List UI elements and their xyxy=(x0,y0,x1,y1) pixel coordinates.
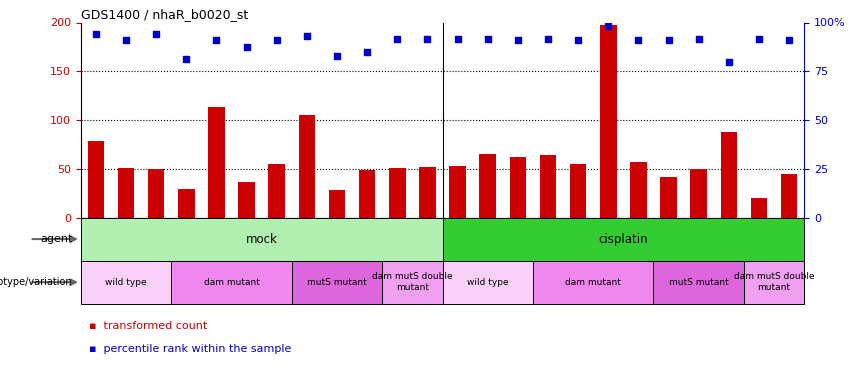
Bar xyxy=(328,190,346,217)
Bar xyxy=(600,26,617,218)
Bar xyxy=(389,168,406,217)
Bar xyxy=(449,166,465,218)
Point xyxy=(451,36,465,42)
Point xyxy=(692,36,705,42)
Bar xyxy=(292,261,382,304)
Bar xyxy=(268,164,285,218)
Text: ▪  transformed count: ▪ transformed count xyxy=(89,321,208,331)
Bar xyxy=(533,261,654,304)
Text: wild type: wild type xyxy=(106,278,147,286)
Text: GDS1400 / nhaR_b0020_st: GDS1400 / nhaR_b0020_st xyxy=(81,8,248,21)
Text: agent: agent xyxy=(40,234,72,244)
Bar xyxy=(299,115,315,218)
Bar xyxy=(81,261,171,304)
Bar xyxy=(88,141,104,218)
Text: ▪  percentile rank within the sample: ▪ percentile rank within the sample xyxy=(89,344,292,354)
Point xyxy=(722,58,735,64)
Point xyxy=(330,53,344,58)
Point xyxy=(391,36,404,42)
Bar xyxy=(178,189,195,217)
Point xyxy=(541,36,555,42)
Text: dam mutS double
mutant: dam mutS double mutant xyxy=(372,273,453,292)
Point xyxy=(481,36,494,42)
Text: mutS mutant: mutS mutant xyxy=(669,278,728,286)
Text: mutS mutant: mutS mutant xyxy=(307,278,367,286)
Bar xyxy=(208,107,225,218)
Bar xyxy=(654,261,744,304)
Text: dam mutant: dam mutant xyxy=(565,278,621,286)
Point xyxy=(209,37,223,43)
Text: genotype/variation: genotype/variation xyxy=(0,277,72,287)
Point xyxy=(300,33,314,39)
Point xyxy=(420,36,434,42)
Bar xyxy=(510,157,526,218)
Bar xyxy=(690,169,707,217)
Point xyxy=(150,31,163,37)
Bar xyxy=(420,167,436,218)
Point xyxy=(270,37,283,43)
Point xyxy=(511,37,525,43)
Bar xyxy=(630,162,647,218)
Bar xyxy=(781,174,797,217)
Bar xyxy=(570,164,586,218)
Bar xyxy=(721,132,737,218)
Text: dam mutS double
mutant: dam mutS double mutant xyxy=(734,273,814,292)
Bar xyxy=(382,261,443,304)
Bar xyxy=(171,261,292,304)
Point xyxy=(631,37,645,43)
Point xyxy=(782,37,796,43)
Bar xyxy=(751,198,768,217)
Bar xyxy=(479,154,496,218)
Bar xyxy=(81,217,443,261)
Text: mock: mock xyxy=(246,232,277,246)
Bar xyxy=(744,261,804,304)
Text: dam mutant: dam mutant xyxy=(203,278,260,286)
Bar xyxy=(443,261,533,304)
Bar xyxy=(148,169,164,217)
Point xyxy=(119,37,133,43)
Bar xyxy=(117,168,134,217)
Point xyxy=(240,44,254,50)
Point xyxy=(662,37,676,43)
Bar xyxy=(540,155,557,218)
Text: cisplatin: cisplatin xyxy=(598,232,648,246)
Bar xyxy=(359,170,375,217)
Point xyxy=(752,36,766,42)
Point xyxy=(602,23,615,29)
Bar xyxy=(660,177,677,218)
Bar xyxy=(443,217,804,261)
Point xyxy=(571,37,585,43)
Point xyxy=(89,31,103,37)
Bar xyxy=(238,182,255,218)
Point xyxy=(360,49,374,55)
Text: wild type: wild type xyxy=(467,278,509,286)
Point xyxy=(180,56,193,62)
